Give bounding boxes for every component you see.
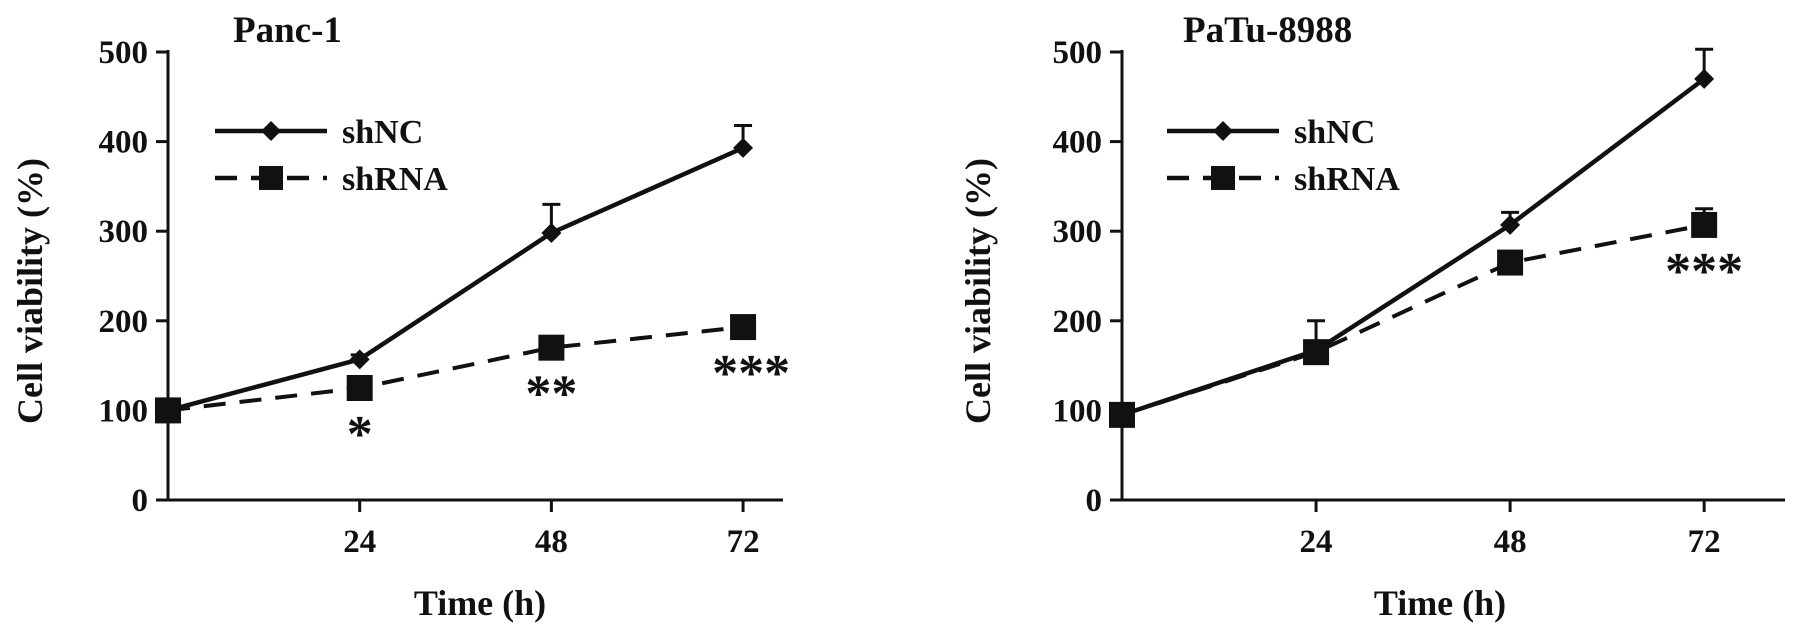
y-tick-label: 500 (99, 35, 149, 71)
legend-label: shNC (1294, 114, 1375, 151)
series-line-shNC (1121, 77, 1706, 418)
y-tick-label: 300 (1053, 214, 1103, 250)
y-tick-label: 300 (99, 214, 149, 250)
x-tick-label: 24 (343, 524, 376, 560)
y-tick-label: 100 (1053, 393, 1103, 429)
x-tick-label: 48 (1494, 524, 1527, 560)
x-tick-label: 48 (535, 524, 568, 560)
y-tick-label: 100 (99, 393, 149, 429)
x-tick-label: 72 (727, 524, 760, 560)
y-axis-label: Cell viability (%) (958, 158, 998, 424)
y-tick-label: 0 (132, 483, 149, 519)
legend-label: shRNA (1294, 161, 1400, 198)
data-point (1691, 211, 1718, 238)
series-line-shRNA (1121, 222, 1705, 417)
x-tick-label: 24 (1300, 524, 1333, 560)
significance-label: *** (712, 345, 790, 402)
data-point (1497, 249, 1524, 276)
chart-title: Panc-1 (233, 10, 342, 51)
data-point (1500, 214, 1521, 235)
data-point (1109, 401, 1135, 428)
y-tick-label: 400 (99, 125, 149, 161)
chart-title: PaTu-8988 (1183, 10, 1352, 51)
data-point (349, 349, 370, 370)
data-point (730, 314, 757, 341)
legend-label: shNC (342, 114, 423, 151)
significance-label: * (347, 406, 373, 463)
significance-label: ** (525, 366, 577, 423)
significance-label: *** (1665, 243, 1743, 300)
data-point (1694, 68, 1715, 89)
series-line-shRNA (167, 325, 744, 413)
legend-marker (259, 166, 283, 190)
legend-label: shRNA (342, 161, 448, 198)
x-axis-label: Time (h) (414, 583, 546, 623)
chart-panel-1: 0 100 200 300 400 500 24 48 72 Panc-1 Time (h) Cell… (10, 10, 790, 623)
data-point (538, 334, 565, 361)
data-point (155, 397, 181, 424)
y-axis-label: Cell viability (%) (10, 158, 50, 424)
y-tick-label: 200 (99, 304, 149, 340)
legend-marker (261, 121, 281, 141)
data-point (541, 222, 562, 243)
data-point (733, 137, 754, 158)
y-tick-label: 200 (1053, 304, 1103, 340)
legend-marker (1211, 166, 1235, 190)
data-point (1303, 339, 1330, 366)
legend-marker (1213, 121, 1233, 141)
x-tick-label: 72 (1688, 524, 1721, 560)
y-tick-label: 400 (1053, 125, 1103, 161)
y-tick-label: 500 (1053, 35, 1103, 71)
series-line-shNC (167, 145, 744, 413)
chart-panel-2: 0 100 200 300 400 500 24 48 72 PaTu-8988 Time (h) C… (958, 10, 1785, 623)
y-tick-label: 0 (1086, 483, 1103, 519)
data-point (346, 375, 373, 401)
x-axis-label: Time (h) (1374, 583, 1506, 623)
